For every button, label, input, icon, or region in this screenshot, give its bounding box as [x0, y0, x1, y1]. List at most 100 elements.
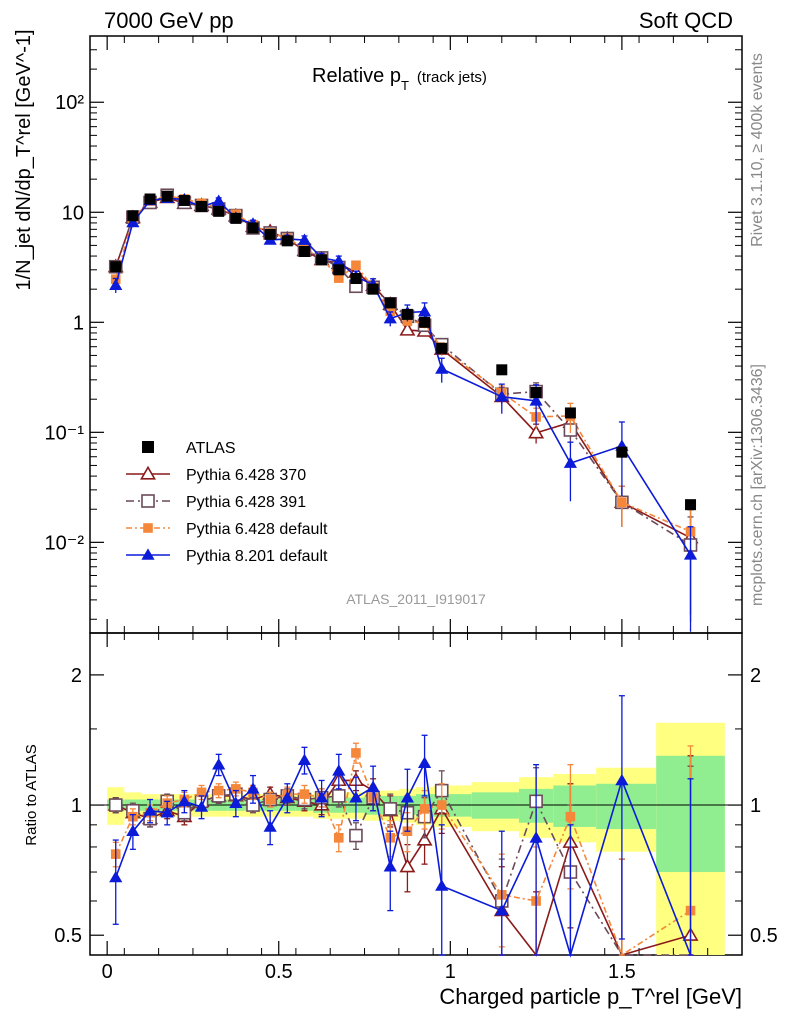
atlas-marker — [316, 254, 328, 266]
atlas-marker — [178, 194, 190, 206]
ratio-marker — [416, 831, 433, 846]
ratio-marker — [400, 791, 415, 803]
legend-label: Pythia 6.428 391 — [186, 494, 306, 511]
ratio-y-tick-label-right: 2 — [750, 665, 761, 687]
ratio-series-group — [107, 695, 699, 958]
ratio-marker — [399, 858, 416, 873]
atlas-marker — [127, 210, 139, 222]
analysis-id: ATLAS_2011_I919017 — [346, 591, 486, 607]
ratio-marker — [109, 870, 123, 883]
ratio-marker — [495, 904, 509, 916]
main-marker — [617, 497, 627, 508]
atlas-marker — [230, 212, 242, 224]
main-marker — [109, 278, 123, 290]
x-axis-label: Charged particle p_T^rel [GeV] — [439, 984, 742, 1009]
ratio-marker — [436, 800, 447, 810]
main-marker — [385, 306, 396, 317]
ratio-marker — [383, 802, 398, 816]
main-series-line — [114, 196, 691, 539]
ratio-marker — [143, 804, 157, 816]
legend-entry: Pythia 6.428 default — [126, 521, 328, 538]
x-tick-label: 0.5 — [265, 961, 293, 983]
x-tick-label: 1.5 — [608, 961, 636, 983]
ratio-marker — [349, 828, 363, 843]
ratio-series-4 — [109, 695, 694, 958]
atlas-marker — [685, 499, 697, 511]
ratio-panel-frame — [89, 632, 743, 956]
main-marker — [399, 321, 416, 336]
legend-label: Pythia 6.428 default — [186, 521, 328, 538]
main-marker — [435, 362, 449, 374]
ratio-marker — [297, 753, 312, 765]
legend-marker — [141, 494, 155, 508]
legend-marker — [140, 465, 156, 480]
ratio-marker — [126, 824, 140, 837]
ratio-marker — [280, 791, 294, 803]
atlas-marker — [110, 261, 122, 273]
ratio-marker — [565, 811, 576, 822]
ratio-marker — [212, 758, 226, 770]
ratio-marker — [263, 820, 277, 832]
main-marker — [212, 194, 226, 206]
main-marker — [417, 305, 432, 317]
legend-entry: ATLAS — [142, 440, 236, 457]
legend-marker — [141, 548, 155, 560]
ratio-y-axis: 0.5 0.5 1 1 2 2 — [54, 665, 778, 947]
legend-label: ATLAS — [186, 440, 236, 457]
main-y-tick-label: 10² — [55, 92, 84, 114]
ratio-marker — [349, 791, 363, 803]
atlas-marker — [530, 387, 542, 399]
ratio-marker — [529, 831, 543, 843]
ratio-marker — [333, 832, 344, 843]
ratio-marker — [213, 785, 224, 796]
atlas-marker — [213, 205, 225, 217]
ratio-marker — [265, 794, 275, 805]
atlas-marker — [436, 342, 448, 354]
main-title: Relative pT (track jets) — [312, 65, 487, 93]
main-marker — [333, 273, 344, 283]
atlas-marker — [616, 446, 628, 458]
main-marker — [563, 456, 578, 468]
atlas-marker — [367, 283, 379, 295]
atlas-marker — [196, 200, 208, 212]
main-series-atlas — [110, 190, 697, 511]
ratio-y-tick-label-right: 1 — [750, 795, 761, 817]
ratio-marker — [196, 787, 207, 798]
x-tick-label: 0 — [102, 961, 113, 983]
ratio-marker — [160, 806, 174, 818]
atlas-marker — [144, 193, 156, 205]
ratio-marker — [315, 791, 329, 803]
ratio-marker — [231, 784, 241, 794]
legend-label: Pythia 8.201 default — [186, 548, 328, 565]
ratio-marker — [383, 860, 397, 872]
main-y-tick-label: 1 — [73, 312, 84, 334]
atlas-marker — [247, 222, 259, 234]
main-y-tick-label: 10⁻² — [45, 532, 85, 554]
main-marker — [528, 424, 545, 439]
ratio-marker — [435, 879, 449, 891]
legend-entry: Pythia 6.428 391 — [126, 494, 306, 511]
atlas-marker — [333, 264, 345, 276]
main-marker — [297, 233, 312, 245]
ratio-marker — [351, 748, 361, 758]
ratio-y-tick-label: 0.5 — [54, 925, 82, 947]
legend: ATLAS Pythia 6.428 370 Pythia 6.428 391 Pyt… — [126, 440, 328, 565]
main-series-4 — [109, 191, 698, 632]
ratio-y-tick-label: 2 — [71, 665, 82, 687]
rivet-label: Rivet 3.1.10, ≥ 400k events — [749, 53, 766, 247]
ratio-y-tick-label: 1 — [71, 795, 82, 817]
ratio-marker — [366, 780, 380, 792]
ratio-marker — [331, 789, 346, 803]
atlas-marker — [564, 407, 576, 419]
atlas-marker — [419, 316, 431, 328]
main-series-group — [107, 188, 699, 632]
ratio-marker — [229, 796, 243, 808]
main-panel-frame — [89, 35, 743, 634]
header-right: Soft QCD — [639, 8, 733, 33]
ratio-marker — [246, 782, 260, 794]
main-y-tick-label: 10⁻¹ — [45, 422, 85, 444]
atlas-marker — [161, 190, 173, 202]
ratio-marker — [299, 789, 310, 799]
main-y-axis: 10⁻² 10⁻¹ 1 10 10² — [45, 35, 742, 620]
